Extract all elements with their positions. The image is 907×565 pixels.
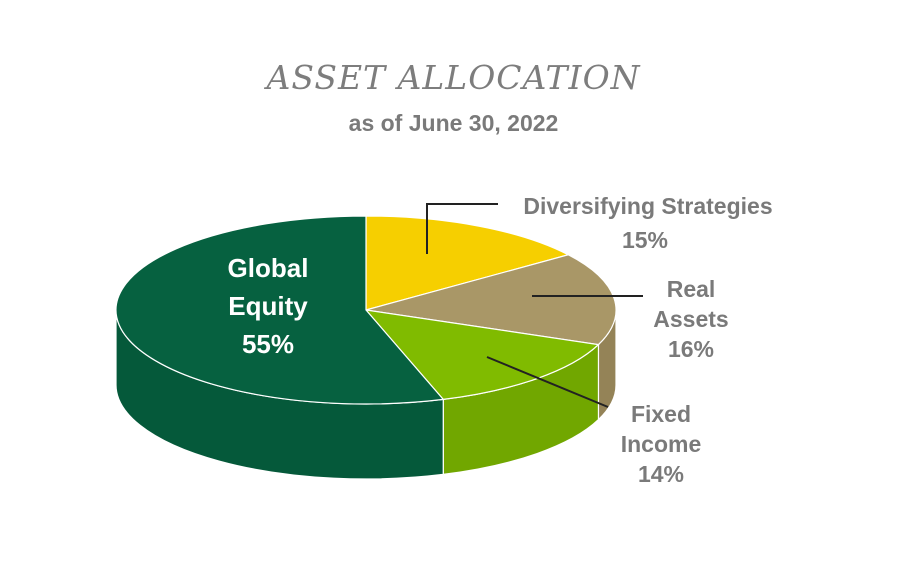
slice-label-global-equity: Global [228, 253, 309, 283]
slice-label-global-equity: Equity [228, 291, 308, 321]
leader-line-diversifying-strategies [426, 203, 498, 254]
slice-label-fixed-income: Fixed [631, 401, 691, 427]
chart-subtitle: as of June 30, 2022 [348, 110, 559, 136]
chart-title: ASSET ALLOCATION [266, 58, 641, 97]
value-label-global-equity: 55% [242, 329, 294, 359]
value-label-fixed-income: 14% [638, 461, 684, 487]
value-label-real-assets: 16% [668, 336, 714, 362]
slice-global-equity [115, 215, 445, 405]
slice-label-real-assets: Assets [653, 306, 728, 332]
slice-label-fixed-income: Income [621, 431, 702, 457]
value-label-diversifying-strategies: 15% [622, 227, 668, 253]
slice-real-assets [365, 254, 617, 346]
slice-label-real-assets: Real [667, 276, 716, 302]
slice-label-diversifying-strategies: Diversifying Strategies [523, 193, 772, 219]
leader-line-fixed-income [486, 356, 609, 408]
slice-diversifying-strategies [365, 215, 570, 311]
